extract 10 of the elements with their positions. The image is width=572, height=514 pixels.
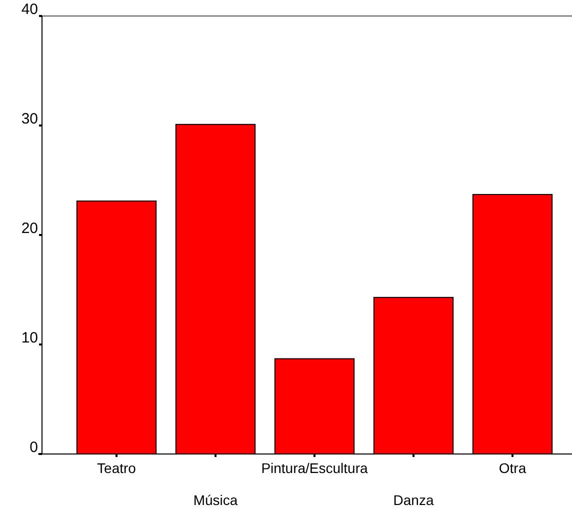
y-tick-label: 30 bbox=[21, 110, 38, 128]
y-tick-label: 0 bbox=[30, 439, 38, 456]
y-tick-label: 20 bbox=[21, 220, 38, 237]
x-tick-label: Música bbox=[193, 492, 238, 508]
x-tick-label: Pintura/Escultura bbox=[261, 460, 368, 476]
x-tick-label: Otra bbox=[498, 460, 526, 476]
y-tick-label: 10 bbox=[21, 330, 38, 346]
x-tick-label: Teatro bbox=[97, 460, 136, 476]
x-tick-label: Danza bbox=[393, 492, 434, 508]
y-tick-label: 40 bbox=[21, 1, 38, 18]
